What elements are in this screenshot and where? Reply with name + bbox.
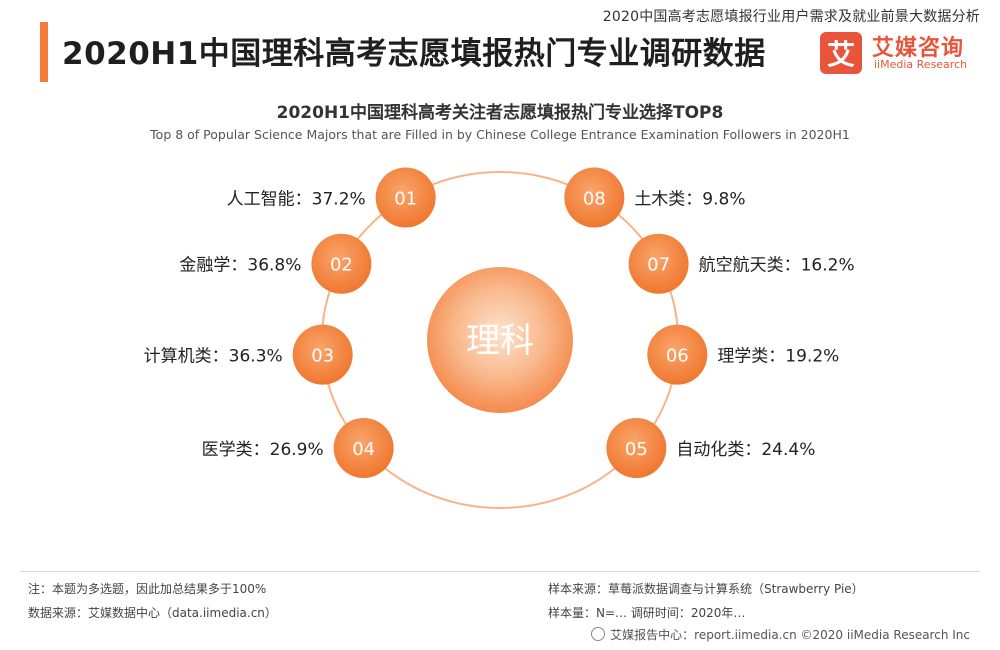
footnote: 注：本题为多选题，因此加总结果多于100% (28, 582, 267, 596)
sample-size: 样本量：N=… 调研时间：2020年… (548, 606, 746, 620)
rank-number: 03 (311, 346, 334, 367)
major-label: 自动化类：24.4% (676, 440, 815, 460)
logo-name: 艾媒咨询 (872, 36, 965, 61)
rank-number: 01 (394, 189, 417, 210)
major-node-02: 02 金融学：36.8% (179, 233, 372, 294)
brand-logo: 艾 艾媒咨询 iiMedia Research (820, 30, 980, 76)
sample-source: 样本来源：草莓派数据调查与计算系统（Strawberry Pie） (548, 582, 864, 596)
rank-badge (606, 417, 667, 478)
logo-subtitle: iiMedia Research (874, 58, 968, 71)
chart-title: 2020H1中国理科高考关注者志愿填报热门专业选择TOP8 (276, 103, 724, 123)
major-label: 金融学：36.8% (179, 256, 301, 276)
major-label: 理学类：19.2% (717, 347, 839, 367)
rank-number: 05 (625, 439, 648, 460)
rank-badge (375, 167, 436, 228)
copyright: 艾媒报告中心：report.iimedia.cn ©2020 iiMedia R… (0, 626, 970, 643)
rank-badge (647, 324, 708, 385)
major-label: 计算机类：36.3% (144, 347, 283, 367)
major-label: 医学类：26.9% (202, 440, 324, 460)
major-label: 人工智能：37.2% (227, 190, 366, 210)
center-label: 理科 (466, 321, 534, 361)
major-node-08: 08 土木类：9.8% (564, 167, 746, 228)
data-source: 数据来源：艾媒数据中心（data.iimedia.cn） (28, 606, 277, 620)
major-node-06: 06 理学类：19.2% (647, 324, 839, 385)
rank-badge (311, 233, 372, 294)
major-node-05: 05 自动化类：24.4% (606, 417, 815, 478)
rank-badge (564, 167, 625, 228)
major-node-07: 07 航空航天类：16.2% (628, 233, 855, 294)
copyright-text: 艾媒报告中心：report.iimedia.cn ©2020 iiMedia R… (610, 628, 970, 642)
rank-number: 06 (666, 346, 689, 367)
major-node-01: 01 人工智能：37.2% (227, 167, 436, 228)
major-node-04: 04 医学类：26.9% (202, 417, 394, 478)
rank-number: 07 (647, 255, 670, 276)
footer-divider (20, 571, 980, 572)
rank-number: 08 (583, 189, 606, 210)
rank-badge (333, 417, 394, 478)
rank-badge (628, 233, 689, 294)
chart-subtitle: Top 8 of Popular Science Majors that are… (150, 127, 850, 142)
page-title: 2020H1中国理科高考志愿填报热门专业调研数据 (62, 36, 766, 72)
report-center-icon (591, 627, 606, 641)
rank-number: 02 (330, 255, 353, 276)
logo-mark-icon: 艾 (820, 32, 862, 74)
center-circle (427, 267, 573, 413)
major-label: 航空航天类：16.2% (699, 256, 855, 276)
rank-badge (292, 324, 353, 385)
major-node-03: 03 计算机类：36.3% (144, 324, 353, 385)
rank-number: 04 (352, 439, 375, 460)
major-label: 土木类：9.8% (634, 190, 745, 210)
title-accent-bar (40, 22, 48, 82)
report-name: 2020中国高考志愿填报行业用户需求及就业前景大数据分析 (602, 9, 980, 25)
